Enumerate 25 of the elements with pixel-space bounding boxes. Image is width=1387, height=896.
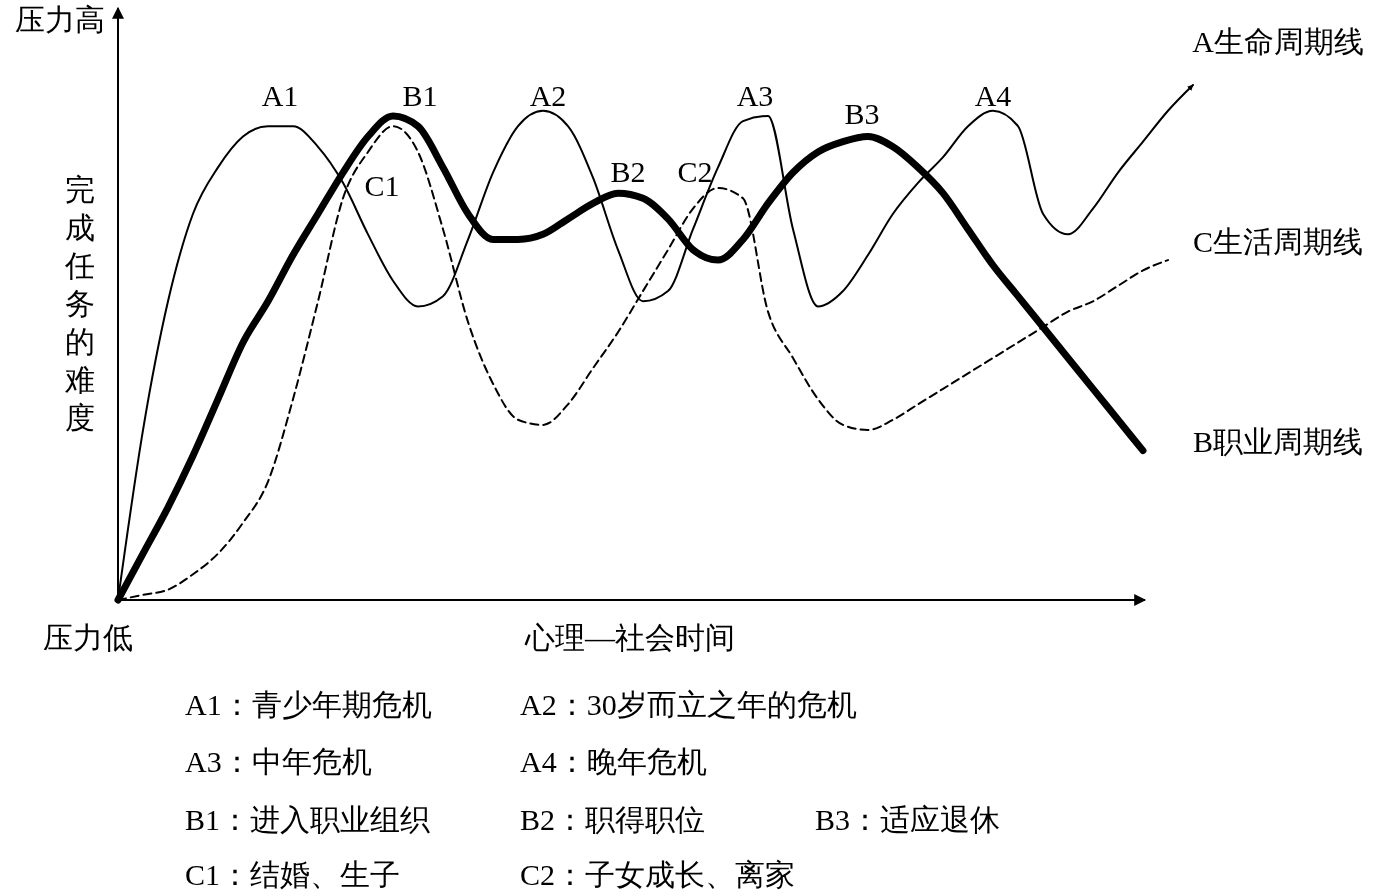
text: A2：30岁而立之年的危机	[520, 688, 857, 721]
series-label: B职业周期线	[1192, 425, 1364, 458]
text: 压力低	[43, 621, 133, 654]
text: B2：职得职位	[520, 803, 706, 836]
annotation: C1	[364, 169, 400, 202]
text: A3：中年危机	[185, 745, 372, 778]
text: C1：结婚、生子	[185, 858, 401, 891]
annotation: B1	[402, 79, 438, 112]
text: A4：晚年危机	[520, 745, 707, 778]
text: B3：适应退休	[815, 803, 1001, 836]
annotation: A3	[736, 79, 774, 112]
annotation: A4	[974, 79, 1012, 112]
y-axis-title: 完成任务的难度	[64, 173, 95, 434]
annotation: B2	[610, 155, 646, 188]
annotation: A1	[261, 79, 299, 112]
series-label: A生命周期线	[1192, 25, 1364, 58]
annotation: A2	[529, 79, 567, 112]
text: B1：进入职业组织	[185, 803, 431, 836]
text: A1：青少年期危机	[185, 688, 432, 721]
annotation: C2	[677, 155, 713, 188]
annotation: B3	[844, 97, 880, 130]
x-axis-title: 心理—社会时间	[524, 621, 735, 654]
text: C2：子女成长、离家	[520, 858, 796, 891]
text: 压力高	[15, 3, 105, 36]
series-label: C生活周期线	[1192, 225, 1364, 258]
